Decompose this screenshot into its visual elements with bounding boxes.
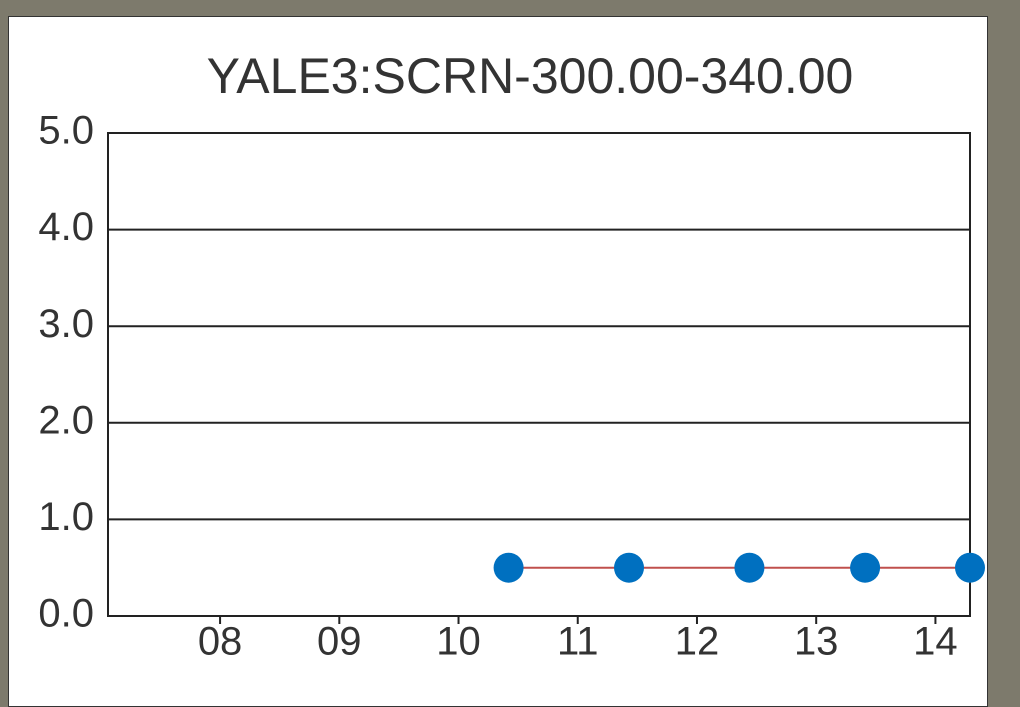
x-tick-label: 13 (794, 620, 839, 664)
data-point (493, 552, 524, 583)
x-tick-label: 09 (317, 620, 362, 664)
y-tick-label: 3.0 (38, 302, 94, 346)
x-tick-label: 08 (198, 620, 243, 664)
data-point (734, 552, 765, 583)
plot-frame (107, 132, 971, 617)
x-tick-label: 14 (913, 620, 958, 664)
data-point (850, 552, 881, 583)
x-tick-label: 10 (436, 620, 481, 664)
x-tick-label: 11 (557, 620, 599, 664)
chart-title: YALE3:SCRN-300.00-340.00 (207, 48, 854, 104)
y-tick-label: 5.0 (38, 109, 94, 153)
data-point (614, 552, 645, 583)
y-tick-label: 2.0 (38, 398, 94, 442)
y-tick-label: 4.0 (38, 205, 94, 249)
y-tick-label: 0.0 (38, 592, 94, 636)
data-point (955, 552, 985, 583)
x-tick-label: 12 (675, 620, 720, 664)
y-tick-label: 1.0 (38, 495, 94, 539)
